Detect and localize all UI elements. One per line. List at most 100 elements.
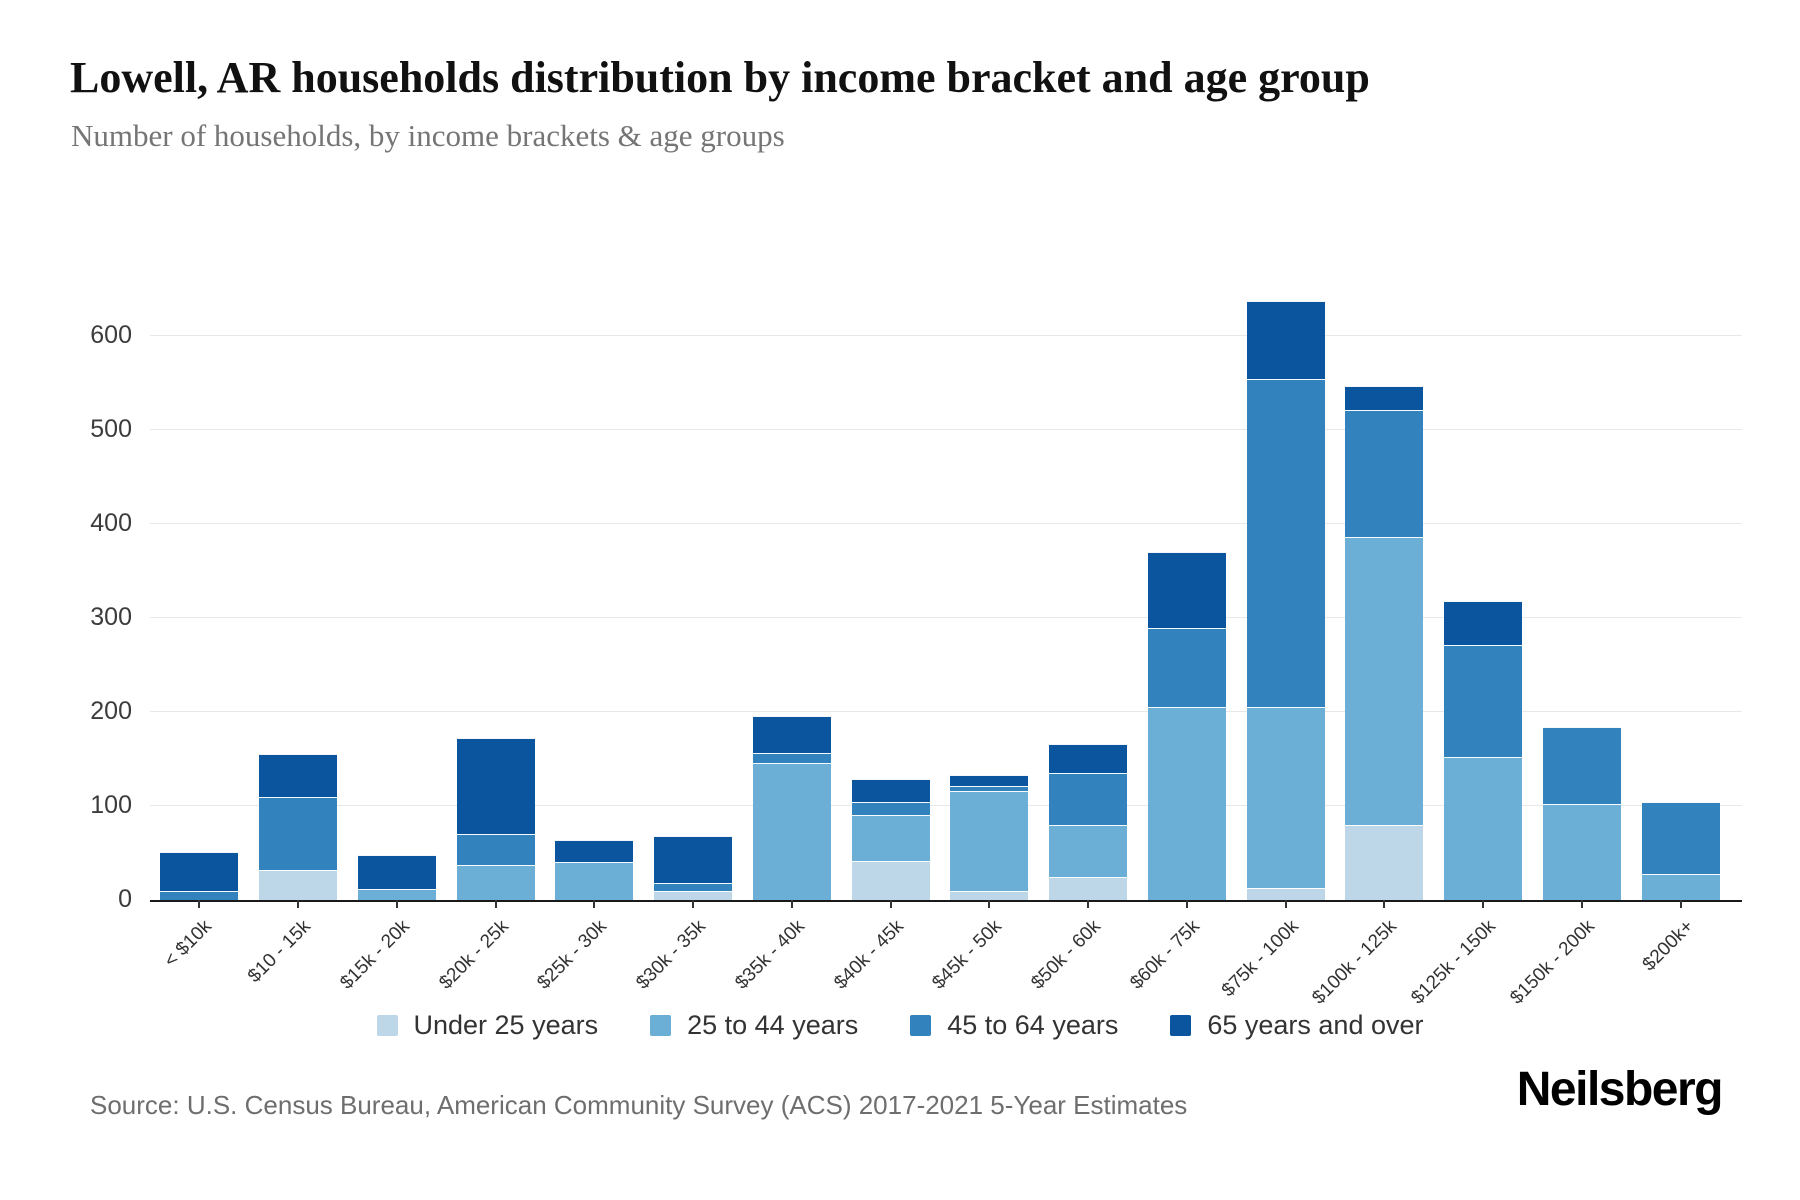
bar-segment [1049,773,1127,825]
x-axis-tick [1087,900,1089,908]
bar-segment [1444,645,1522,758]
y-tick-label: 0 [42,885,132,914]
plot-area: 0100200300400500600< $10k$10 - 15k$15k -… [150,280,1730,900]
x-axis-tick [890,900,892,908]
legend-swatch-icon [1170,1015,1191,1036]
y-tick-label: 200 [42,697,132,726]
x-axis-tick [495,900,497,908]
brand-logo: Neilsberg [1517,1062,1722,1117]
bar-segment [852,815,930,860]
bar-segment [457,834,535,865]
legend-swatch-icon [910,1015,931,1036]
bar-segment [1148,707,1226,900]
bar-segment [160,852,238,891]
y-tick-label: 400 [42,509,132,538]
x-axis-tick [1186,900,1188,908]
x-axis-tick [1482,900,1484,908]
bar-segment [457,865,535,900]
legend-label: 45 to 64 years [947,1010,1118,1041]
bar [1642,280,1720,900]
legend-label: Under 25 years [414,1010,599,1041]
bar [259,280,337,900]
bar-segment [950,775,1028,786]
chart-title: Lowell, AR households distribution by in… [70,52,1370,103]
bar-segment [555,862,633,901]
legend-item: Under 25 years [377,1010,599,1041]
bar-segment [852,779,930,802]
x-axis-tick [692,900,694,908]
bar-segment [259,870,337,900]
bar [457,280,535,900]
bar-segment [654,836,732,883]
bar-segment [160,891,238,900]
legend: Under 25 years 25 to 44 years 45 to 64 yea… [0,1010,1800,1041]
y-tick-label: 500 [42,415,132,444]
bar-segment [358,855,436,889]
bar-segment [1345,386,1423,409]
bar-segment [259,797,337,870]
bar-segment [950,786,1028,791]
bar-segment [1049,744,1127,773]
bar-segment [654,891,732,900]
bar-segment [259,754,337,796]
source-text: Source: U.S. Census Bureau, American Com… [90,1090,1187,1121]
bar [654,280,732,900]
x-axis-tick [791,900,793,908]
bar-segment [950,791,1028,891]
bar-segment [555,840,633,862]
bar-segment [457,738,535,834]
bar-segment [654,883,732,891]
x-axis-tick [396,900,398,908]
bar-segment [1642,874,1720,900]
bar-segment [1148,628,1226,708]
bar-segment [1444,601,1522,644]
x-axis-tick [1383,900,1385,908]
bar-segment [753,763,831,900]
x-axis-tick [198,900,200,908]
bar-segment [1049,825,1127,878]
bar-segment [1345,410,1423,538]
x-axis-line [150,900,1742,902]
x-axis-tick [1285,900,1287,908]
legend-item: 25 to 44 years [650,1010,858,1041]
bar-segment [358,889,436,900]
bar [1247,280,1325,900]
legend-swatch-icon [650,1015,671,1036]
bar [1148,280,1226,900]
bar-segment [1247,301,1325,379]
bar-segment [1247,707,1325,887]
chart-page: Lowell, AR households distribution by in… [0,0,1800,1200]
bar-segment [1345,537,1423,824]
legend-item: 45 to 64 years [910,1010,1118,1041]
bar-segment [753,753,831,763]
x-axis-tick [297,900,299,908]
bar [160,280,238,900]
bar [555,280,633,900]
bar [1543,280,1621,900]
bar-segment [1543,727,1621,804]
legend-label: 25 to 44 years [687,1010,858,1041]
bar-segment [1148,552,1226,627]
bar [852,280,930,900]
bar [753,280,831,900]
bar-segment [1642,802,1720,873]
bar-segment [1345,825,1423,900]
bar-segment [852,861,930,900]
bar-segment [753,716,831,753]
bar-segment [1444,757,1522,900]
legend-item: 65 years and over [1170,1010,1423,1041]
bar [358,280,436,900]
x-axis-tick [593,900,595,908]
bar [1345,280,1423,900]
bar [1049,280,1127,900]
legend-swatch-icon [377,1015,398,1036]
bar-segment [1247,379,1325,708]
y-tick-label: 100 [42,791,132,820]
bar [950,280,1028,900]
bar-segment [852,802,930,815]
legend-label: 65 years and over [1207,1010,1423,1041]
bar-segment [1247,888,1325,900]
y-tick-label: 600 [42,321,132,350]
bar-segment [1049,877,1127,900]
bar-segment [1543,804,1621,900]
